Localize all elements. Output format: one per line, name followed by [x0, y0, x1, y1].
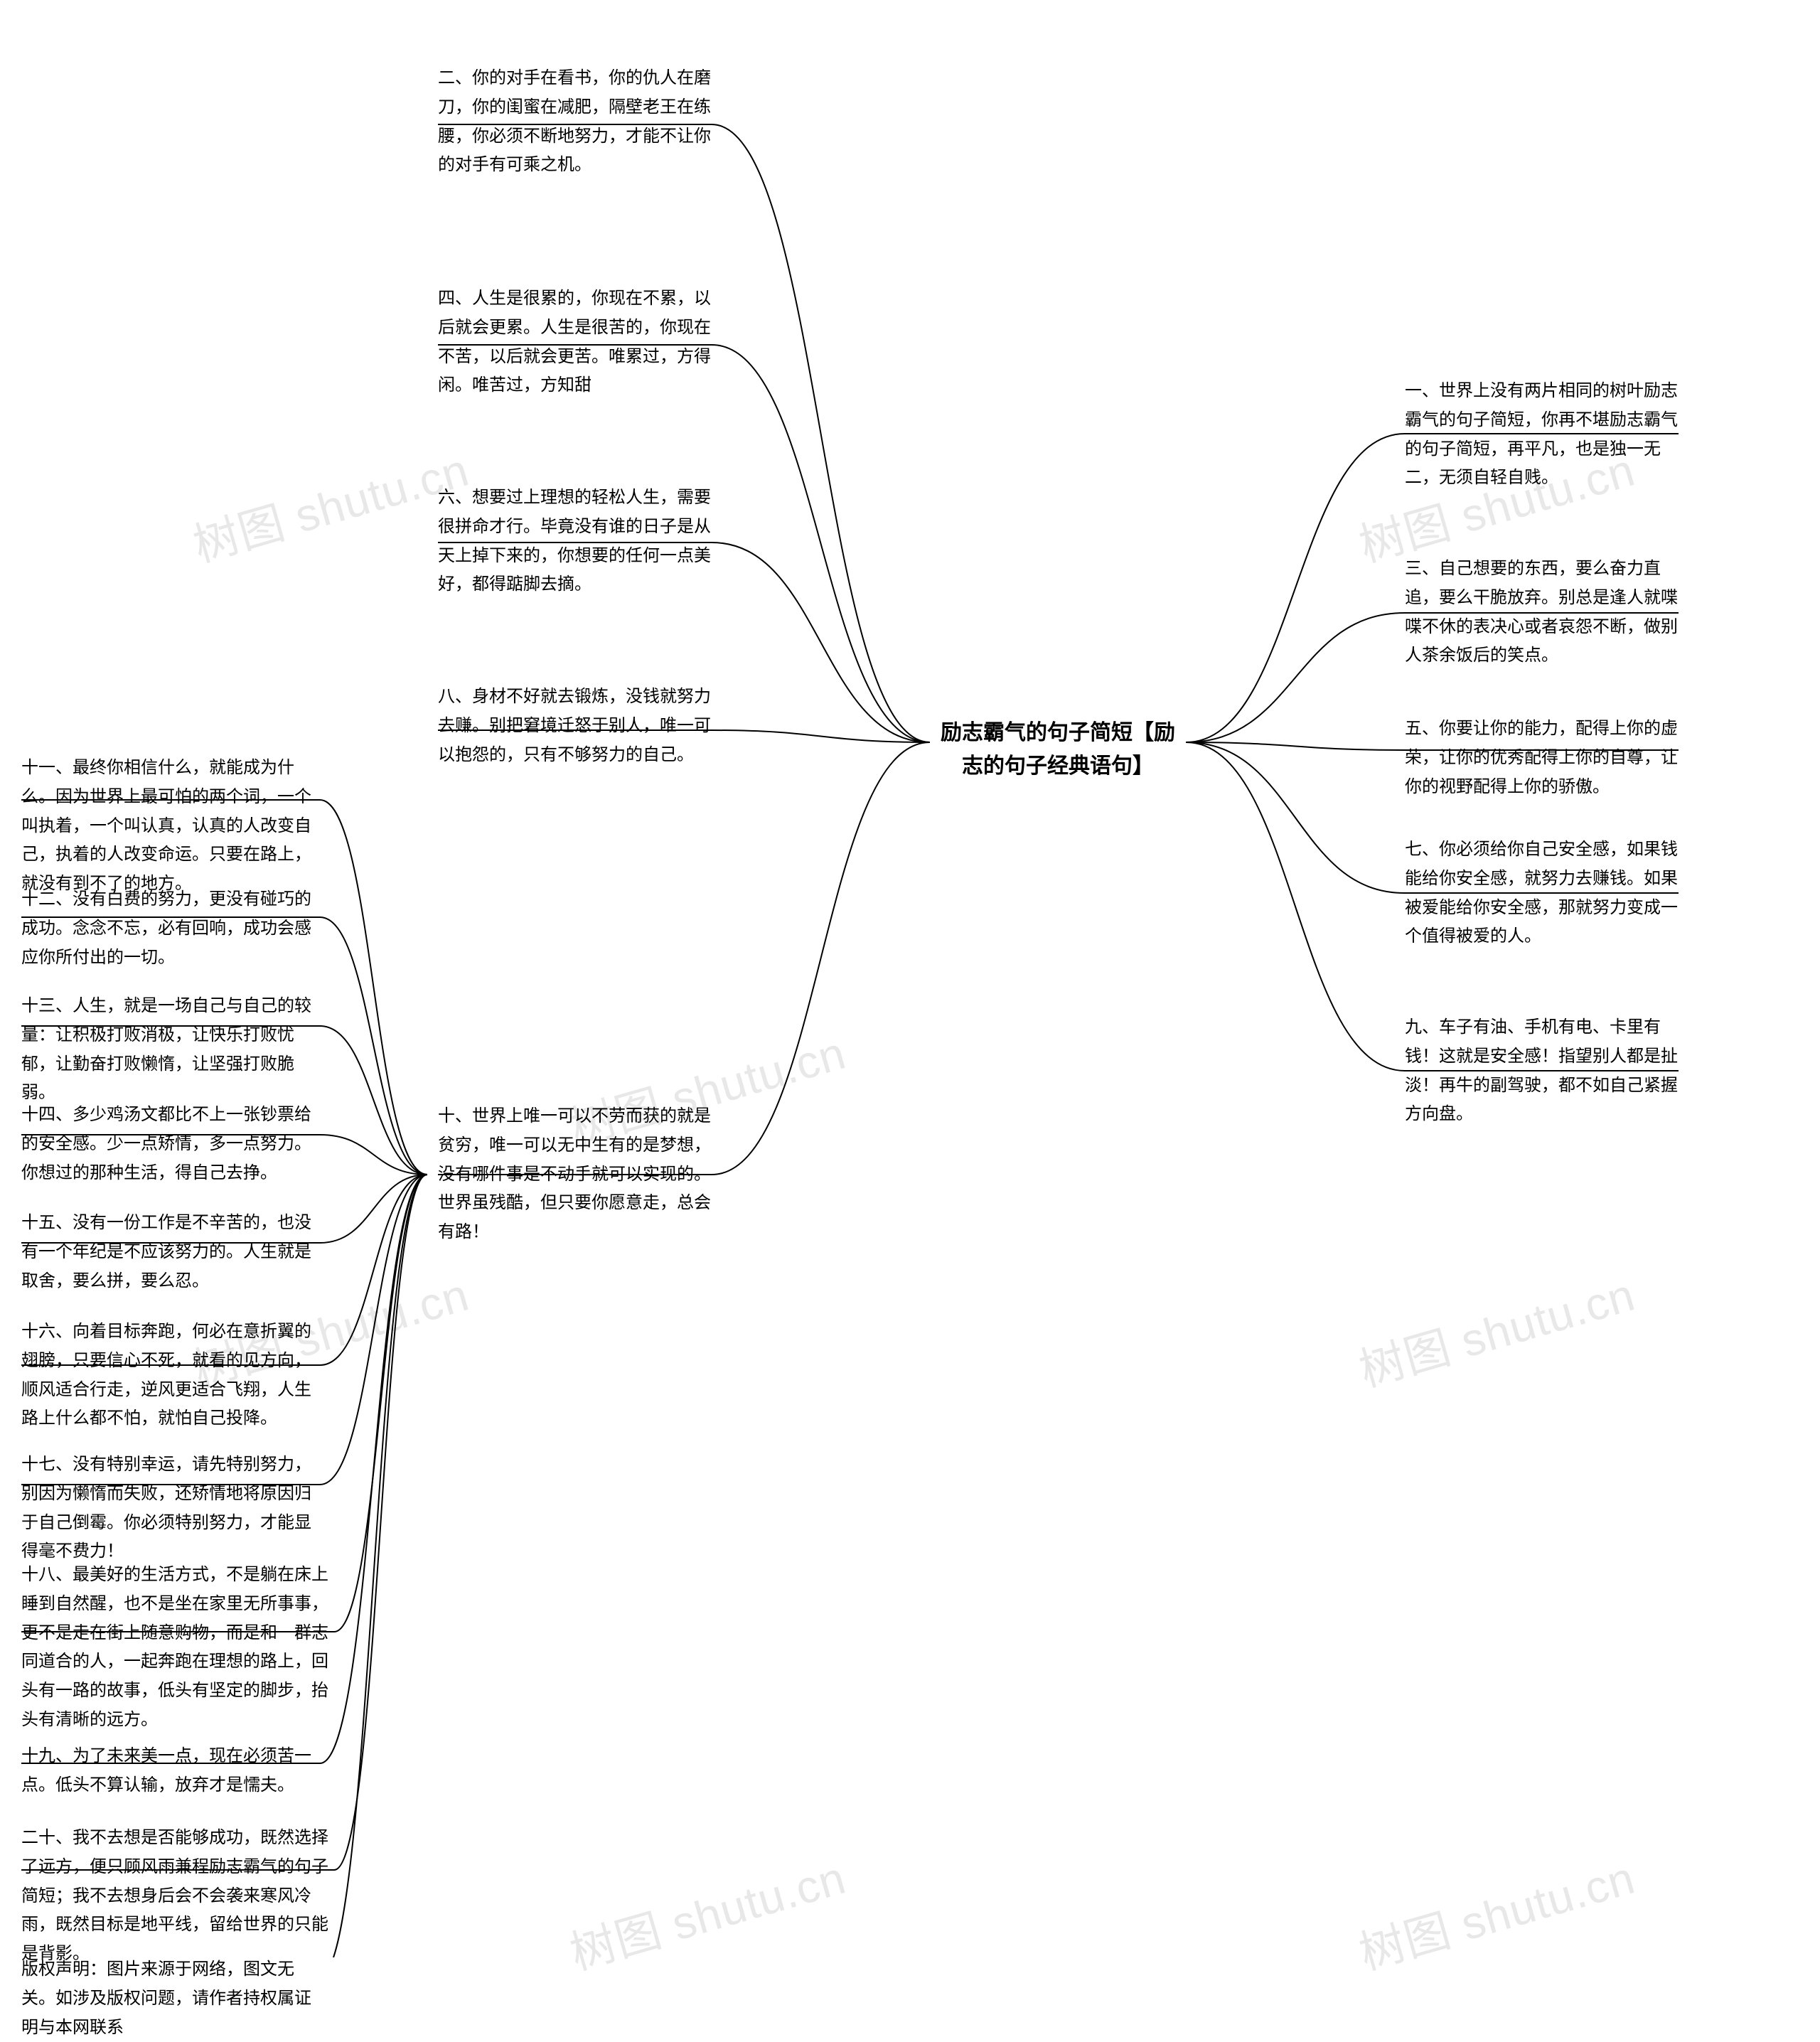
watermark: 树图 shutu.cn [1351, 1841, 1642, 1982]
mindmap-node-r5: 五、你要让你的能力，配得上你的虚荣，让你的优秀配得上你的自尊，让你的视野配得上你… [1405, 715, 1679, 801]
mindmap-node-l8: 八、身材不好就去锻炼，没钱就努力去赚。别把窘境迁怒于别人，唯一可以抱怨的，只有不… [438, 683, 712, 769]
mindmap-node-s19: 十九、为了未来美一点，现在必须苦一点。低头不算认输，放弃才是懦夫。 [21, 1742, 320, 1800]
mindmap-node-s12: 十二、没有白费的努力，更没有碰巧的成功。念念不忘，必有回响，成功会感应你所付出的… [21, 885, 320, 972]
mindmap-node-s15: 十五、没有一份工作是不辛苦的，也没有一个年纪是不应该努力的。人生就是取舍，要么拼… [21, 1209, 320, 1295]
mindmap-node-l4: 四、人生是很累的，你现在不累，以后就会更累。人生是很苦的，你现在不苦，以后就会更… [438, 284, 712, 400]
watermark: 树图 shutu.cn [185, 434, 476, 574]
mindmap-node-s13: 十三、人生，就是一场自己与自己的较量：让积极打败消极，让快乐打败忧郁，让勤奋打败… [21, 992, 320, 1108]
mindmap-node-r7: 七、你必须给你自己安全感，如果钱能给你安全感，就努力去赚钱。如果被爱能给你安全感… [1405, 835, 1679, 951]
mindmap-node-r3: 三、自己想要的东西，要么奋力直追，要么干脆放弃。别总是逢人就喋喋不休的表决心或者… [1405, 555, 1679, 670]
mindmap-node-r1: 一、世界上没有两片相同的树叶励志霸气的句子简短，你再不堪励志霸气的句子简短，再平… [1405, 377, 1679, 493]
mindmap-node-s11: 十一、最终你相信什么，就能成为什么。因为世界上最可怕的两个词，一个叫执着，一个叫… [21, 754, 320, 899]
mindmap-node-l10: 十、世界上唯一可以不劳而获的就是贫穷，唯一可以无中生有的是梦想，没有哪件事是不动… [438, 1102, 712, 1247]
mindmap-node-s16: 十六、向着目标奔跑，何必在意折翼的翅膀，只要信心不死，就看的见方向，顺风适合行走… [21, 1317, 320, 1433]
mindmap-node-copyright: 版权声明：图片来源于网络，图文无关。如涉及版权问题，请作者持权属证明与本网联系 [21, 1955, 320, 2042]
mindmap-node-s18: 十八、最美好的生活方式，不是躺在床上睡到自然醒，也不是坐在家里无所事事，更不是走… [21, 1561, 334, 1735]
watermark: 树图 shutu.cn [1351, 1258, 1642, 1399]
mindmap-root: 励志霸气的句子简短【励志的句子经典语句】 [941, 717, 1175, 783]
mindmap-node-s14: 十四、多少鸡汤文都比不上一张钞票给的安全感。少一点矫情，多一点努力。你想过的那种… [21, 1101, 320, 1187]
mindmap-node-l6: 六、想要过上理想的轻松人生，需要很拼命才行。毕竟没有谁的日子是从天上掉下来的，你… [438, 483, 712, 599]
mindmap-node-s17: 十七、没有特别幸运，请先特别努力，别因为懒惰而失败，还矫情地将原因归于自己倒霉。… [21, 1450, 320, 1566]
watermark: 树图 shutu.cn [562, 1841, 852, 1982]
mindmap-node-s20: 二十、我不去想是否能够成功，既然选择了远方，便只顾风雨兼程励志霸气的句子简短；我… [21, 1824, 334, 1969]
mindmap-node-l2: 二、你的对手在看书，你的仇人在磨刀，你的闺蜜在减肥，隔壁老王在练腰，你必须不断地… [438, 64, 712, 180]
mindmap-node-r9: 九、车子有油、手机有电、卡里有钱！这就是安全感！指望别人都是扯淡！再牛的副驾驶，… [1405, 1013, 1679, 1129]
